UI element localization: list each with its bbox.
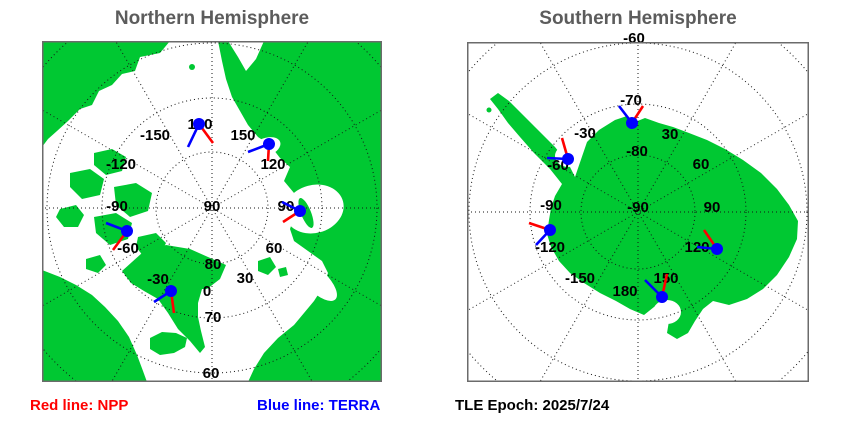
latitude-ring xyxy=(46,42,378,374)
meridian-line xyxy=(638,42,737,211)
meridian-line xyxy=(638,213,737,382)
southern-hemisphere-map: -60-70-80-90-3030-6060-9090-120120-15015… xyxy=(467,30,809,382)
land-polygon xyxy=(42,270,147,382)
grid-labels: 90807060180-150150-120120-9090-6060-3030… xyxy=(106,116,294,382)
sea-inlet xyxy=(284,184,344,234)
latitude-label: 60 xyxy=(203,365,220,382)
latitude-ring xyxy=(529,103,747,321)
map-layers xyxy=(467,42,809,382)
meridian-line xyxy=(115,41,212,207)
land-polygon xyxy=(114,183,152,217)
satellite-position-dot xyxy=(263,138,275,150)
longitude-label: -90 xyxy=(540,197,562,214)
longitude-label: -120 xyxy=(535,239,565,256)
land-polygon xyxy=(94,149,126,175)
meridian-line xyxy=(467,112,637,212)
latitude-ring xyxy=(155,151,269,265)
satellite-position-dot xyxy=(193,118,205,130)
land-polygon xyxy=(258,257,276,275)
latitude-label: -60 xyxy=(623,30,645,47)
map-canvas: 90807060180-150150-120120-9090-6060-3030… xyxy=(42,41,382,382)
meridian-line xyxy=(212,41,309,207)
longitude-label: 30 xyxy=(237,270,254,287)
legend-terra-blue-line: Blue line: TERRA xyxy=(257,397,381,414)
satellite-markers xyxy=(528,105,723,303)
sea-inlet xyxy=(653,300,681,324)
map-border xyxy=(42,41,382,382)
land-polygon xyxy=(70,169,104,199)
meridian-line xyxy=(213,208,382,307)
tle-epoch-label: TLE Epoch: 2025/7/24 xyxy=(455,397,610,414)
land-polygon xyxy=(56,205,84,227)
longitude-label: -90 xyxy=(106,198,128,215)
meridian-line xyxy=(467,212,637,312)
island xyxy=(301,169,307,175)
latitude-label: -90 xyxy=(627,199,649,216)
map-layers xyxy=(42,41,382,382)
longitude-label: 90 xyxy=(278,198,295,215)
island xyxy=(189,64,195,70)
land-polygon xyxy=(122,245,226,353)
map-border xyxy=(467,42,809,382)
longitude-label: -120 xyxy=(106,156,136,173)
longitude-label: -150 xyxy=(565,270,595,287)
meridian-line xyxy=(539,42,638,211)
latitude-label: 90 xyxy=(204,198,221,215)
northern-hemisphere-map: 90807060180-150150-120120-9090-6060-3030… xyxy=(42,41,382,382)
satellite-position-dot xyxy=(121,225,133,237)
meridian-line xyxy=(212,209,314,382)
longitude-label: 30 xyxy=(662,126,679,143)
southern-map-title: Southern Hemisphere xyxy=(539,8,737,29)
land-polygon xyxy=(150,332,187,355)
latitude-label: -80 xyxy=(626,143,648,160)
land-polygon xyxy=(86,255,106,273)
longitude-label: 60 xyxy=(693,156,710,173)
longitude-label: -60 xyxy=(117,240,139,257)
longitude-label: 150 xyxy=(230,127,255,144)
longitude-label: 120 xyxy=(260,156,285,173)
meridian-line xyxy=(42,208,211,307)
sea-inlet xyxy=(297,261,337,301)
meridian-line xyxy=(42,109,211,208)
map-canvas: -60-70-80-90-3030-6060-9090-120120-15015… xyxy=(467,30,809,382)
legend-npp-red-line: Red line: NPP xyxy=(30,397,129,414)
land-polygon xyxy=(278,267,288,277)
longitude-label: 90 xyxy=(704,199,721,216)
meridian-line xyxy=(639,112,809,212)
latitude-label: -70 xyxy=(620,92,642,109)
longitude-label: -30 xyxy=(574,125,596,142)
latitude-label: 80 xyxy=(205,256,222,273)
island xyxy=(486,107,492,113)
latitude-ring xyxy=(580,154,696,270)
satellite-position-dot xyxy=(165,285,177,297)
satellite-position-dot xyxy=(544,224,556,236)
satellite-position-dot xyxy=(294,205,306,217)
longitude-label: 60 xyxy=(266,240,283,257)
island xyxy=(225,70,231,76)
meridian-line xyxy=(110,209,212,382)
land-polygon xyxy=(42,41,170,147)
satellite-position-dot xyxy=(626,117,638,129)
longitude-label: 0 xyxy=(203,283,211,300)
latitude-label: 70 xyxy=(205,309,222,326)
satellite-markers xyxy=(105,118,306,314)
land-polygon xyxy=(136,233,166,257)
satellite-position-dot xyxy=(656,291,668,303)
meridian-line xyxy=(639,212,809,312)
land-polygon xyxy=(490,93,798,339)
satellite-position-dot xyxy=(711,243,723,255)
meridian-line xyxy=(213,109,382,208)
longitude-label: 180 xyxy=(612,283,637,300)
longitude-label: -30 xyxy=(147,271,169,288)
satellite-position-dot xyxy=(562,153,574,165)
meridian-line xyxy=(539,213,638,382)
longitude-label: -150 xyxy=(140,127,170,144)
northern-map-title: Northern Hemisphere xyxy=(114,8,310,29)
